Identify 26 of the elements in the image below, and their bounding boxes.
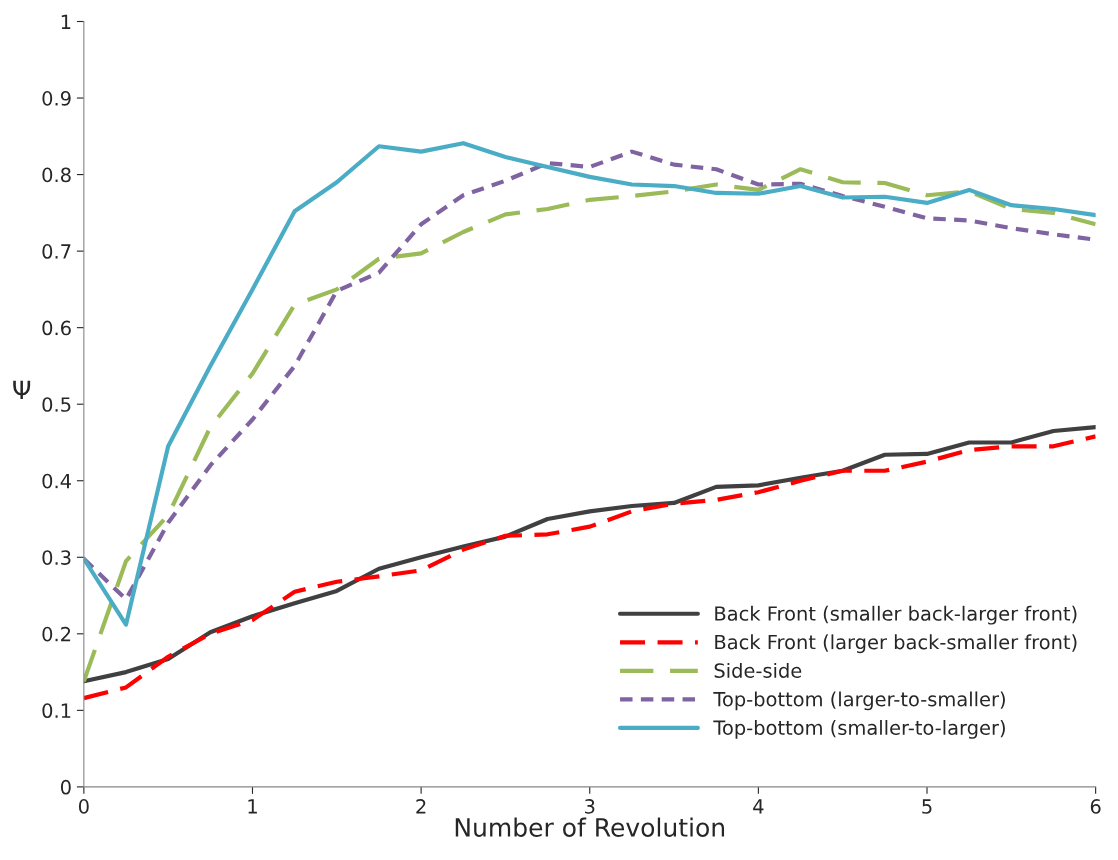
legend-label: Top-bottom (larger-to-smaller) [713,691,1005,711]
x-tick-label: 5 [922,799,932,814]
y-tick-label: 1 [61,14,71,29]
x-tick-label: 2 [416,799,426,814]
legend-label: Top-bottom (smaller-to-larger) [713,719,1005,739]
x-tick-label: 4 [753,799,764,814]
y-axis-title: Ψ [13,380,31,399]
x-tick-label: 1 [248,799,257,814]
y-tick-label: 0.2 [42,626,71,642]
line-series [83,167,1096,684]
x-axis-title: Number of Revolution [455,817,725,837]
x-tick-label: 6 [1090,799,1101,814]
y-tick-label: 0.6 [42,320,71,336]
y-tick-label: 0.5 [42,397,71,412]
y-tick-label: 0.4 [42,473,71,489]
legend-label: Back Front (smaller back-larger front) [715,605,1077,625]
y-tick-label: 0.8 [42,167,71,183]
legend-label: Back Front (larger back-smaller front) [715,634,1077,654]
y-tick-label: 0.7 [42,244,71,259]
x-tick-label: 0 [78,799,89,814]
y-tick-label: 0.9 [42,91,71,106]
x-tick-label: 3 [585,799,595,814]
legend-label: Side-side [714,662,802,678]
y-tick-label: 0.3 [42,550,71,565]
y-tick-label: 0 [60,779,71,795]
y-tick-label: 0.1 [42,703,71,719]
